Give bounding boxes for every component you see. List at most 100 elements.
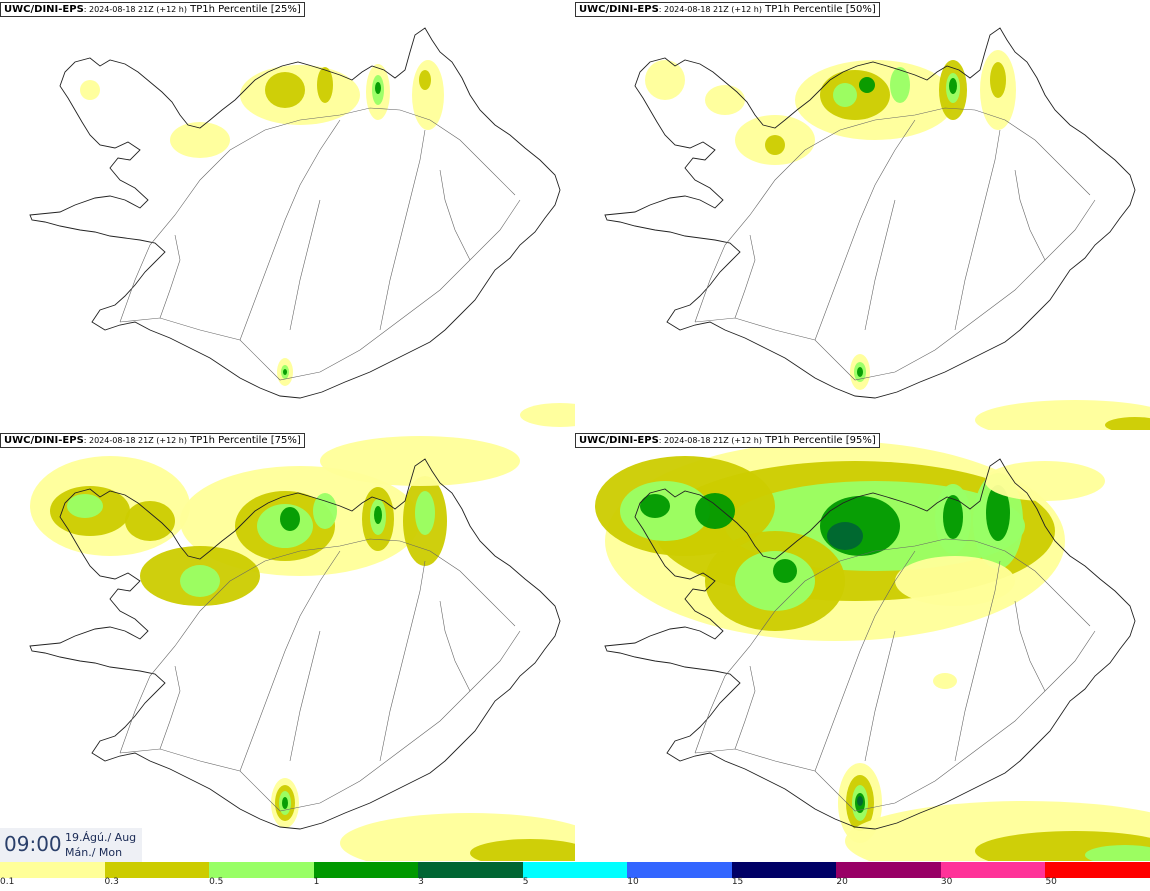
precip-area (125, 501, 175, 541)
precip-area (415, 491, 435, 535)
precip-area (170, 122, 230, 158)
precip-area (282, 797, 288, 809)
road-line (864, 199, 896, 331)
valid-date: 19.Ágú./ Aug (65, 831, 137, 844)
road-line (1014, 169, 1046, 261)
precip-area (943, 495, 963, 539)
run-info: : 2024-08-18 21Z (+12 h) (658, 5, 762, 14)
colorbar-segment (418, 862, 523, 878)
colorbar-tick-label: 50 (1045, 877, 1057, 887)
road-line (159, 234, 181, 319)
road-line (694, 199, 1096, 381)
colorbar-segment (0, 862, 105, 878)
precip-area (317, 67, 333, 103)
road-line (239, 119, 341, 341)
colorbar-tick-label: 5 (522, 877, 529, 887)
precip-area (975, 400, 1150, 430)
precip-area (933, 673, 957, 689)
colorbar-segment (836, 862, 941, 878)
road-line (439, 600, 471, 692)
valid-time-box: 09:00 19.Ágú./ Aug Mán./ Mon (0, 828, 142, 862)
run-info: : 2024-08-18 21Z (+12 h) (83, 5, 187, 14)
precip-area (895, 556, 1015, 606)
road-line (954, 129, 1001, 331)
road-line (439, 169, 471, 261)
precip-area (280, 507, 300, 531)
panel-header: UWC/DINI-EPS: 2024-08-18 21Z (+12 h) TP1… (575, 433, 880, 448)
product-label: TP1h Percentile [95%] (761, 435, 876, 446)
colorbar-tick-label: 0.1 (0, 877, 15, 887)
colorbar-tick-label: 15 (731, 877, 744, 887)
road-line (814, 550, 916, 772)
road-line (1014, 600, 1046, 692)
road-line (119, 199, 521, 381)
colorbar-tick-label: 20 (836, 877, 848, 887)
map-panel-75: UWC/DINI-EPS: 2024-08-18 21Z (+12 h) TP1… (0, 431, 575, 861)
road-line (954, 560, 1001, 762)
colorbar-segment (627, 862, 732, 878)
precip-area (765, 135, 785, 155)
panel-header: UWC/DINI-EPS: 2024-08-18 21Z (+12 h) TP1… (575, 2, 880, 17)
precip-area (520, 403, 575, 427)
precip-area (990, 62, 1006, 98)
valid-weekday: Mán./ Mon (65, 846, 123, 859)
precip-area (640, 494, 670, 518)
precip-area (645, 60, 685, 100)
road-line (289, 199, 321, 331)
precip-area (985, 461, 1105, 501)
precip-area (859, 77, 875, 93)
model-name: UWC/DINI-EPS (4, 4, 84, 15)
precip-area (833, 83, 857, 107)
precip-area (890, 67, 910, 103)
precip-area (1085, 845, 1150, 861)
road-line (694, 107, 1091, 323)
coastline (604, 27, 1136, 399)
precip-area (857, 796, 863, 806)
road-line (119, 538, 516, 754)
road-line (119, 630, 521, 812)
colorbar-tick-label: 0.3 (104, 877, 119, 887)
colorbar-segment (104, 862, 210, 878)
road-line (864, 630, 896, 762)
map-canvas (595, 441, 1150, 861)
precip-area (1105, 417, 1150, 430)
road-line (734, 234, 756, 319)
colorbar-tick-label: 0.5 (209, 877, 224, 887)
run-info: : 2024-08-18 21Z (+12 h) (83, 436, 187, 445)
road-line (379, 129, 426, 331)
coastline (29, 458, 561, 830)
model-name: UWC/DINI-EPS (579, 435, 659, 446)
road-line (379, 560, 426, 762)
map-canvas (604, 27, 1150, 430)
precip-area (827, 522, 863, 550)
precip-area (820, 496, 900, 556)
precip-area (695, 493, 735, 529)
colorbar-tick-label: 3 (418, 877, 424, 887)
precip-area (180, 565, 220, 597)
precip-area (949, 78, 957, 94)
road-line (239, 550, 341, 772)
model-name: UWC/DINI-EPS (579, 4, 659, 15)
colorbar-segment (209, 862, 314, 878)
precip-area (374, 506, 382, 524)
map-panel-95: UWC/DINI-EPS: 2024-08-18 21Z (+12 h) TP1… (575, 431, 1150, 861)
precip-colorbar (0, 862, 1150, 878)
map-canvas (29, 27, 575, 427)
precip-area (419, 70, 431, 90)
coastline (29, 27, 561, 399)
product-label: TP1h Percentile [25%] (186, 4, 301, 15)
road-line (694, 630, 1096, 812)
road-line (814, 119, 916, 341)
model-name: UWC/DINI-EPS (4, 435, 84, 446)
road-line (119, 107, 516, 323)
product-label: TP1h Percentile [50%] (761, 4, 876, 15)
road-line (694, 538, 1091, 754)
precip-area (80, 80, 100, 100)
precip-area (857, 367, 863, 377)
valid-hour: 09:00 (4, 832, 62, 856)
colorbar-tick-label: 30 (940, 877, 953, 887)
panel-header: UWC/DINI-EPS: 2024-08-18 21Z (+12 h) TP1… (0, 2, 305, 17)
colorbar-segment (522, 862, 628, 878)
road-line (734, 665, 756, 750)
road-line (159, 665, 181, 750)
